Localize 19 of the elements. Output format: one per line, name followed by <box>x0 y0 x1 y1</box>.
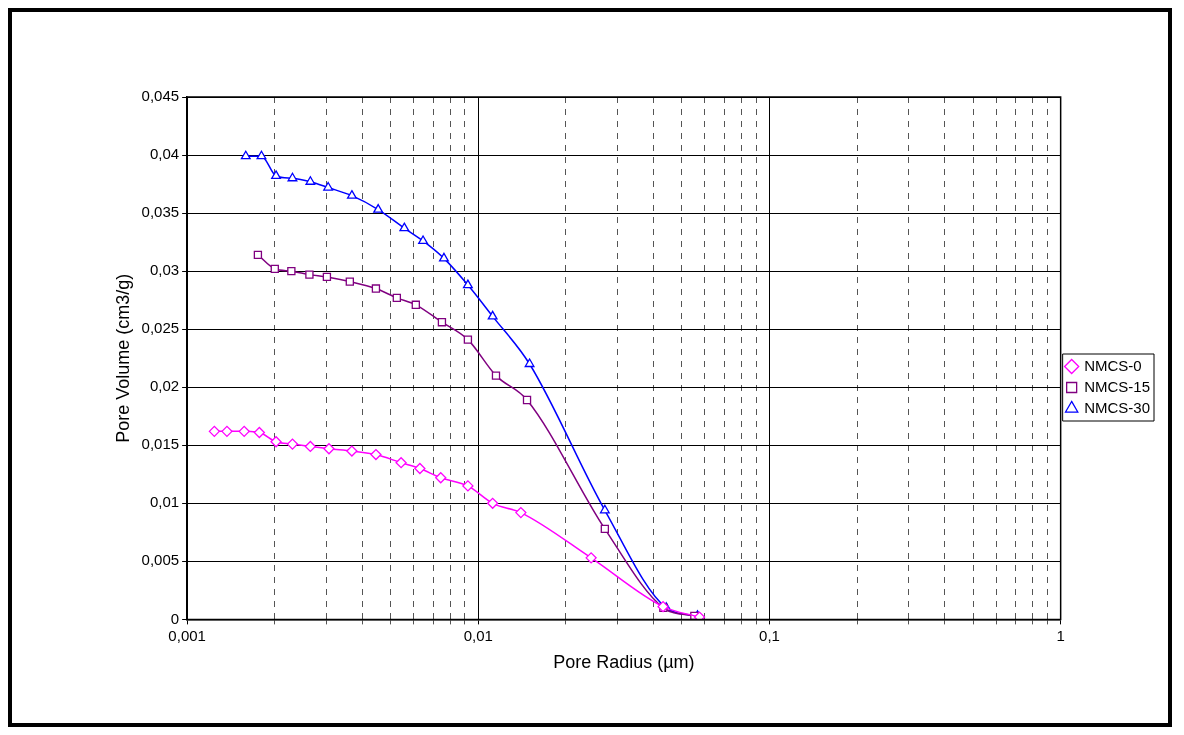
legend-label: NMCS-15 <box>1084 377 1151 395</box>
x-tick-label: 0,01 <box>463 626 493 644</box>
x-tick-label: 1 <box>1056 626 1065 644</box>
legend-label: NMCS-0 <box>1084 356 1142 374</box>
y-tick-label: 0,01 <box>149 493 180 511</box>
y-tick-label: 0,03 <box>149 261 180 279</box>
y-tick-label: 0 <box>170 609 180 627</box>
y-tick-label: 0,04 <box>149 145 180 163</box>
y-tick-label: 0,045 <box>141 87 180 105</box>
x-tick-label: 0,001 <box>168 626 206 644</box>
x-axis-title: Pore Radius (µm) <box>553 652 695 673</box>
y-tick-label: 0,025 <box>141 319 180 337</box>
x-tick-label: 0,1 <box>759 626 780 644</box>
y-tick-label: 0,02 <box>149 377 180 395</box>
y-axis-title: Pore Volume (cm3/g) <box>112 273 133 443</box>
legend-label: NMCS-30 <box>1084 398 1151 416</box>
y-tick-label: 0,035 <box>141 203 180 221</box>
y-tick-label: 0,005 <box>141 551 180 569</box>
y-tick-label: 0,015 <box>141 435 180 453</box>
